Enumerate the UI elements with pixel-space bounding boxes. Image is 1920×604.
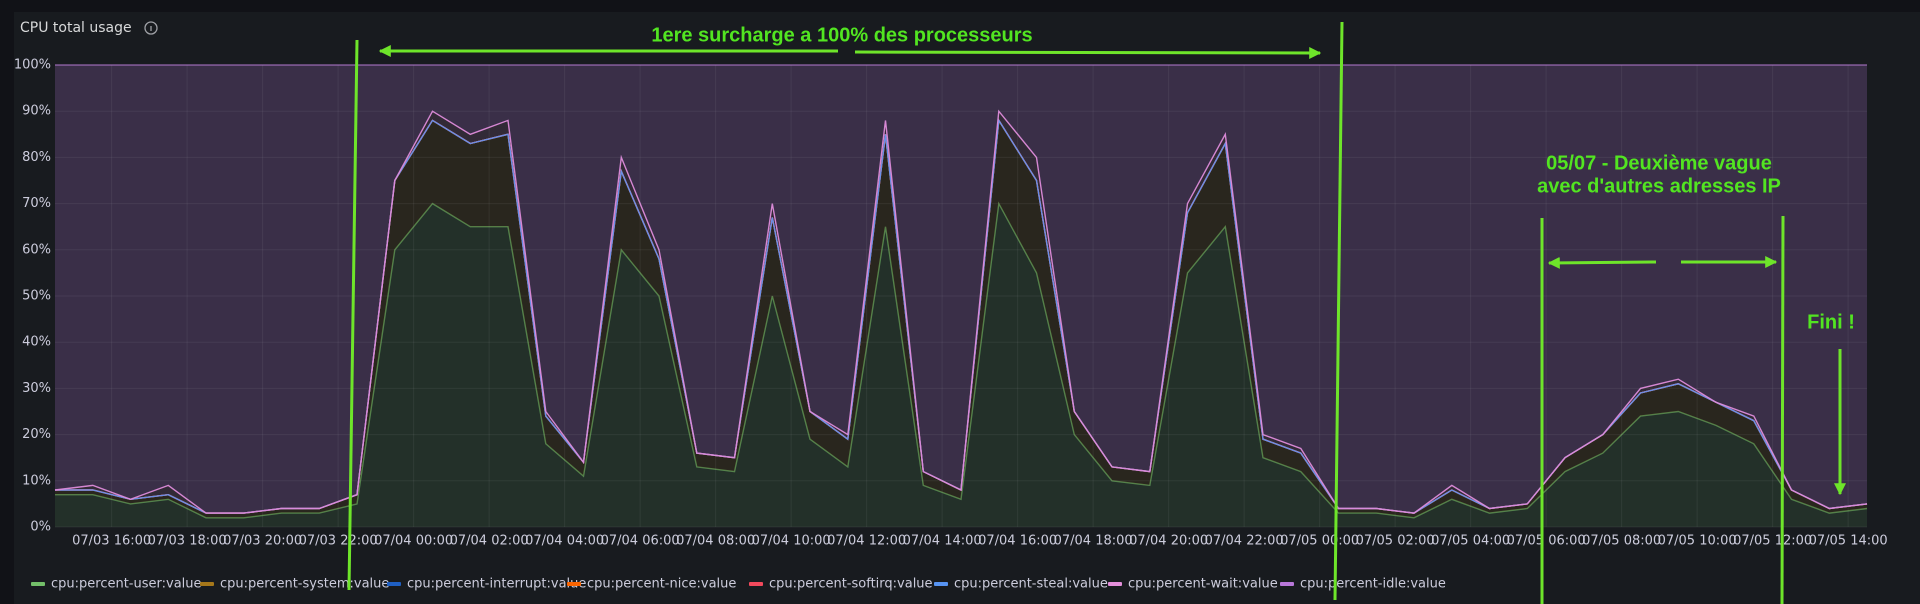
legend-swatch[interactable] (387, 582, 401, 586)
y-tick-label: 90% (22, 104, 51, 119)
annotation: 05/07 - Deuxième vague (1546, 152, 1772, 174)
series-line (54, 109, 1868, 514)
x-tick-label: 07/04 06:00 (601, 534, 680, 549)
x-tick-label: 07/04 04:00 (525, 534, 604, 549)
legend-label[interactable]: cpu:percent-nice:value (587, 577, 736, 592)
x-tick-label: 07/04 14:00 (903, 534, 982, 549)
x-tick-label: 07/05 10:00 (1658, 534, 1737, 549)
y-tick-label: 30% (22, 381, 51, 396)
info-icon[interactable] (144, 21, 158, 35)
x-tick-label: 07/04 08:00 (676, 534, 755, 549)
legend-swatch[interactable] (934, 582, 948, 586)
x-tick-label: 07/05 00:00 (1280, 534, 1359, 549)
y-tick-label: 80% (22, 150, 51, 165)
x-tick-label: 07/04 10:00 (752, 534, 831, 549)
y-tick-label: 0% (30, 520, 51, 535)
legend-swatch[interactable] (749, 582, 763, 586)
x-tick-label: 07/04 02:00 (450, 534, 529, 549)
x-tick-label: 07/05 04:00 (1431, 534, 1510, 549)
legend-label[interactable]: cpu:percent-idle:value (1300, 577, 1446, 592)
y-tick-label: 40% (22, 335, 51, 350)
legend-label[interactable]: cpu:percent-user:value (51, 577, 202, 592)
drawn-line (1333, 21, 1344, 601)
annotation: Fini ! (1807, 311, 1855, 333)
annotations: 1ere surcharge a 100% des processeurs 05… (347, 21, 1855, 604)
panel-bg (14, 12, 1920, 604)
x-tick-label: 07/05 12:00 (1733, 534, 1812, 549)
x-tick-label: 07/04 22:00 (1205, 534, 1284, 549)
legend-swatch[interactable] (567, 582, 581, 586)
x-tick-label: 07/04 18:00 (1054, 534, 1133, 549)
y-tick-label: 10% (22, 473, 51, 488)
series-area (55, 65, 1867, 514)
x-tick-label: 07/03 22:00 (299, 534, 378, 549)
drawn-line (347, 39, 359, 591)
legend: cpu:percent-user:value cpu:percent-system… (31, 577, 1446, 592)
plot: 0% 10% 20% 30% 40% 50% 60% 70% 80% 90% 100% 07/03 1… (14, 58, 1888, 549)
y-tick-label: 50% (22, 289, 51, 304)
drawn-line (1780, 215, 1785, 604)
legend-swatch[interactable] (200, 582, 214, 586)
x-tick-label: 07/04 16:00 (978, 534, 1057, 549)
y-tick-label: 70% (22, 196, 51, 211)
x-tick-label: 07/04 12:00 (827, 534, 906, 549)
series-line (55, 201, 1868, 519)
y-tick-label: 20% (22, 427, 51, 442)
x-tick-label: 07/04 20:00 (1129, 534, 1208, 549)
x-tick-label: 07/03 18:00 (148, 534, 227, 549)
annotation: avec d'autres adresses IP (1537, 175, 1781, 197)
legend-label[interactable]: cpu:percent-wait:value (1128, 577, 1278, 592)
legend-swatch[interactable] (1280, 582, 1294, 586)
legend-label[interactable]: cpu:percent-interrupt:value (407, 577, 586, 592)
legend-swatch[interactable] (1108, 582, 1122, 586)
y-tick-label: 60% (22, 242, 51, 257)
x-tick-label: 07/03 16:00 (72, 534, 151, 549)
legend-label[interactable]: cpu:percent-softirq:value (769, 577, 933, 592)
x-tick-label: 07/03 20:00 (223, 534, 302, 549)
legend-label[interactable]: cpu:percent-system:value (220, 577, 389, 592)
legend-label[interactable]: cpu:percent-steal:value (954, 577, 1108, 592)
legend-swatch[interactable] (31, 582, 45, 586)
series-area (55, 203, 1867, 527)
drawn-arrow (1547, 256, 1657, 269)
x-tick-label: 07/05 14:00 (1809, 534, 1888, 549)
panel-title: CPU total usage (20, 20, 132, 36)
x-tick-label: 07/05 08:00 (1582, 534, 1661, 549)
drawn-arrow (854, 46, 1322, 59)
annotation: 1ere surcharge a 100% des processeurs (651, 24, 1032, 46)
x-tick-label: 07/05 02:00 (1356, 534, 1435, 549)
x-tick-label: 07/05 06:00 (1507, 534, 1586, 549)
x-tick-label: 07/04 00:00 (374, 534, 453, 549)
y-tick-label: 100% (14, 58, 51, 73)
series-area (55, 120, 1867, 518)
